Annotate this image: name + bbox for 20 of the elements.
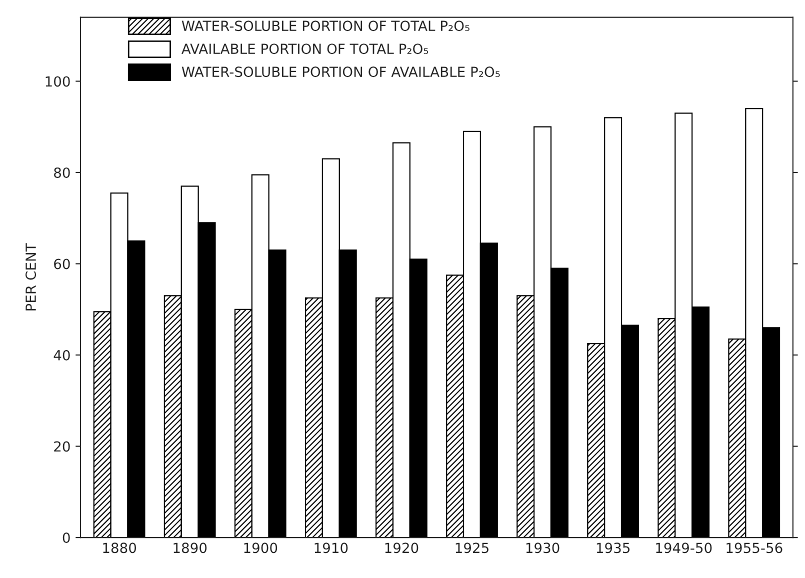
y-axis-title: PER CENT — [26, 243, 36, 310]
legend-label: AVAILABLE PORTION OF TOTAL P₂O₅ — [182, 44, 428, 54]
x-tick-label: 1949-50 — [656, 542, 712, 554]
x-tick-label: 1910 — [314, 542, 348, 554]
x-tick-label: 1935 — [596, 542, 630, 554]
x-tick-label: 1880 — [103, 542, 136, 554]
x-tick-label: 1900 — [244, 542, 278, 554]
x-tick-label: 1920 — [385, 542, 418, 554]
x-tick-label: 1925 — [456, 542, 488, 554]
x-tick-label: 1930 — [526, 542, 560, 554]
x-tick-label: 1955-56 — [726, 542, 782, 554]
y-tick-label: 60 — [54, 258, 70, 270]
y-tick-label: 80 — [54, 167, 70, 178]
y-tick-label: 100 — [46, 76, 70, 87]
y-tick-label: 0 — [62, 532, 70, 544]
x-tick-label: 1890 — [174, 542, 207, 554]
legend-label: WATER-SOLUBLE PORTION OF AVAILABLE P₂O₅ — [182, 66, 500, 78]
y-tick-label: 20 — [54, 441, 70, 452]
y-tick-label: 40 — [54, 350, 70, 360]
legend-label: WATER-SOLUBLE PORTION OF TOTAL P₂O₅ — [182, 20, 470, 32]
